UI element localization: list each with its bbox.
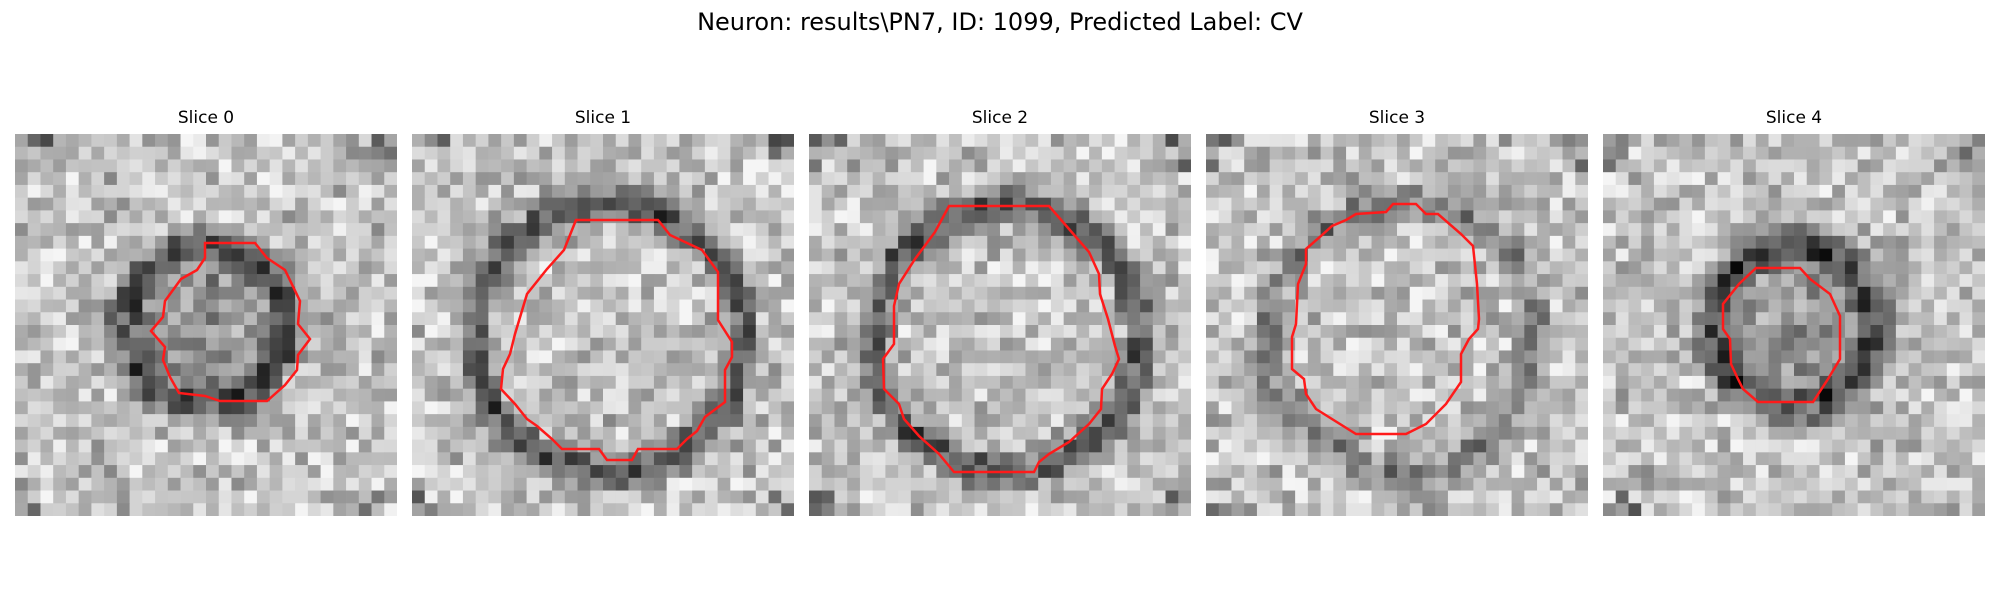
slice-image	[809, 134, 1191, 516]
slice-title: Slice 3	[1368, 108, 1426, 128]
slice-title: Slice 0	[177, 108, 235, 128]
slice-title: Slice 4	[1765, 108, 1823, 128]
figure-title: Neuron: results\PN7, ID: 1099, Predicted…	[697, 8, 1303, 36]
segmentation-contour	[499, 218, 734, 462]
segmentation-contour	[149, 241, 312, 403]
segmentation-contour	[1721, 266, 1842, 404]
em-texture	[1603, 134, 1985, 516]
slice-panel-0: Slice 0	[15, 106, 397, 516]
segmentation-contour	[881, 204, 1121, 474]
em-texture	[15, 134, 397, 516]
slice-image	[1206, 134, 1588, 516]
em-texture	[412, 134, 794, 516]
em-texture	[1206, 134, 1588, 516]
slice-image	[1603, 134, 1985, 516]
slice-image	[15, 134, 397, 516]
segmentation-contour	[1290, 202, 1481, 436]
em-texture	[809, 134, 1191, 516]
slice-image	[412, 134, 794, 516]
slice-panel-4: Slice 4	[1603, 106, 1985, 516]
slice-panel-1: Slice 1	[412, 106, 794, 516]
slice-panel-3: Slice 3	[1206, 106, 1588, 516]
slice-panel-2: Slice 2	[809, 106, 1191, 516]
slice-title: Slice 2	[971, 108, 1029, 128]
slice-title: Slice 1	[574, 108, 632, 128]
